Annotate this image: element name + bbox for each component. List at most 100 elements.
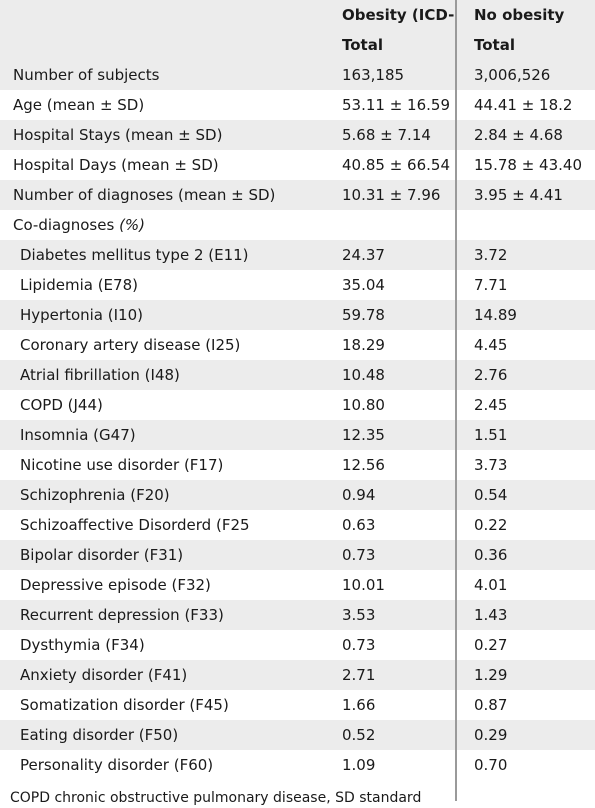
row-label: Hospital Days (mean ± SD) (13, 156, 219, 174)
obesity-value: 3.53 (342, 606, 376, 624)
table-row: Depressive episode (F32) 10.01 4.01 (0, 570, 595, 600)
no-obesity-value: 0.54 (474, 486, 508, 504)
no-obesity-value: 0.36 (474, 546, 508, 564)
row-label: Atrial fibrillation (I48) (20, 366, 180, 384)
obesity-value: 2.71 (342, 666, 376, 684)
co-diagnoses-unit: (%) (119, 216, 146, 234)
no-obesity-value: 2.76 (474, 366, 508, 384)
co-diagnoses-rows: Diabetes mellitus type 2 (E11) 24.37 3.72 L… (0, 240, 595, 780)
characteristics-table: Obesity (ICD- No obesity Total Total Num… (0, 0, 595, 780)
obesity-value: 10.01 (342, 576, 385, 594)
subheader-row: Total Total (0, 30, 595, 60)
table-row: Hypertonia (I10) 59.78 14.89 (0, 300, 595, 330)
row-label: Dysthymia (F34) (20, 636, 145, 654)
obesity-value: 18.29 (342, 336, 385, 354)
no-obesity-value: 0.22 (474, 516, 508, 534)
no-obesity-value: 44.41 ± 18.2 (474, 96, 573, 114)
row-label: Somatization disorder (F45) (20, 696, 229, 714)
table-row: Lipidemia (E78) 35.04 7.71 (0, 270, 595, 300)
subheader-no-obesity: Total (474, 36, 515, 54)
column-divider (455, 0, 457, 801)
obesity-value: 163,185 (342, 66, 405, 84)
no-obesity-value: 0.27 (474, 636, 508, 654)
no-obesity-value: 3.73 (474, 456, 508, 474)
co-diagnoses-label: Co-diagnoses (%) (13, 216, 146, 234)
row-label: Bipolar disorder (F31) (20, 546, 184, 564)
row-label: Age (mean ± SD) (13, 96, 145, 114)
row-label: Schizoaffective Disorderd (F25 (20, 516, 250, 534)
table-row: Eating disorder (F50) 0.52 0.29 (0, 720, 595, 750)
no-obesity-value: 3,006,526 (474, 66, 551, 84)
header-obesity: Obesity (ICD- (342, 6, 454, 24)
table-row: COPD (J44) 10.80 2.45 (0, 390, 595, 420)
table-row: Hospital Stays (mean ± SD) 5.68 ± 7.14 2.8… (0, 120, 595, 150)
obesity-value: 5.68 ± 7.14 (342, 126, 431, 144)
table-row: Bipolar disorder (F31) 0.73 0.36 (0, 540, 595, 570)
table-row: Diabetes mellitus type 2 (E11) 24.37 3.72 (0, 240, 595, 270)
obesity-value: 24.37 (342, 246, 385, 264)
obesity-value: 40.85 ± 66.54 (342, 156, 450, 174)
table-row: Anxiety disorder (F41) 2.71 1.29 (0, 660, 595, 690)
table-row: Hospital Days (mean ± SD) 40.85 ± 66.54 15… (0, 150, 595, 180)
co-diagnoses-heading-row: Co-diagnoses (%) (0, 210, 595, 240)
no-obesity-value: 1.29 (474, 666, 508, 684)
row-label: Number of subjects (13, 66, 160, 84)
obesity-value: 0.73 (342, 636, 376, 654)
obesity-value: 10.48 (342, 366, 385, 384)
row-label: Personality disorder (F60) (20, 756, 214, 774)
obesity-value: 12.35 (342, 426, 385, 444)
row-label: Depressive episode (F32) (20, 576, 211, 594)
table-row: Nicotine use disorder (F17) 12.56 3.73 (0, 450, 595, 480)
no-obesity-value: 7.71 (474, 276, 508, 294)
obesity-value: 53.11 ± 16.59 (342, 96, 450, 114)
obesity-value: 1.66 (342, 696, 376, 714)
table-row: Atrial fibrillation (I48) 10.48 2.76 (0, 360, 595, 390)
row-label: COPD (J44) (20, 396, 103, 414)
no-obesity-value: 14.89 (474, 306, 517, 324)
no-obesity-value: 1.43 (474, 606, 508, 624)
table-row: Coronary artery disease (I25) 18.29 4.45 (0, 330, 595, 360)
table-row: Number of diagnoses (mean ± SD) 10.31 ± 7… (0, 180, 595, 210)
obesity-value: 10.31 ± 7.96 (342, 186, 441, 204)
no-obesity-value: 2.84 ± 4.68 (474, 126, 563, 144)
obesity-value: 10.80 (342, 396, 385, 414)
obesity-value: 0.94 (342, 486, 376, 504)
table-row: Dysthymia (F34) 0.73 0.27 (0, 630, 595, 660)
no-obesity-value: 0.87 (474, 696, 508, 714)
no-obesity-value: 0.29 (474, 726, 508, 744)
summary-rows: Number of subjects 163,185 3,006,526 Age (m… (0, 60, 595, 210)
row-label: Schizophrenia (F20) (20, 486, 170, 504)
obesity-value: 59.78 (342, 306, 385, 324)
no-obesity-value: 1.51 (474, 426, 508, 444)
no-obesity-value: 2.45 (474, 396, 508, 414)
table-row: Schizophrenia (F20) 0.94 0.54 (0, 480, 595, 510)
row-label: Hypertonia (I10) (20, 306, 143, 324)
table-row: Number of subjects 163,185 3,006,526 (0, 60, 595, 90)
table-row: Recurrent depression (F33) 3.53 1.43 (0, 600, 595, 630)
obesity-value: 1.09 (342, 756, 376, 774)
row-label: Lipidemia (E78) (20, 276, 138, 294)
row-label: Nicotine use disorder (F17) (20, 456, 224, 474)
row-label: Hospital Stays (mean ± SD) (13, 126, 223, 144)
table-row: Schizoaffective Disorderd (F25 0.63 0.22 (0, 510, 595, 540)
table-row: Personality disorder (F60) 1.09 0.70 (0, 750, 595, 780)
row-label: Eating disorder (F50) (20, 726, 179, 744)
row-label: Diabetes mellitus type 2 (E11) (20, 246, 249, 264)
table-row: Somatization disorder (F45) 1.66 0.87 (0, 690, 595, 720)
row-label: Anxiety disorder (F41) (20, 666, 188, 684)
table-row: Insomnia (G47) 12.35 1.51 (0, 420, 595, 450)
no-obesity-value: 4.01 (474, 576, 508, 594)
row-label: Recurrent depression (F33) (20, 606, 224, 624)
no-obesity-value: 0.70 (474, 756, 508, 774)
row-label: Coronary artery disease (I25) (20, 336, 241, 354)
no-obesity-value: 4.45 (474, 336, 508, 354)
obesity-value: 0.52 (342, 726, 376, 744)
subheader-obesity: Total (342, 36, 383, 54)
no-obesity-value: 3.72 (474, 246, 508, 264)
obesity-value: 0.73 (342, 546, 376, 564)
no-obesity-value: 3.95 ± 4.41 (474, 186, 563, 204)
table-footnote: COPD chronic obstructive pulmonary disea… (10, 790, 422, 806)
table-row: Age (mean ± SD) 53.11 ± 16.59 44.41 ± 18.2 (0, 90, 595, 120)
header-row: Obesity (ICD- No obesity (0, 0, 595, 30)
row-label: Insomnia (G47) (20, 426, 136, 444)
